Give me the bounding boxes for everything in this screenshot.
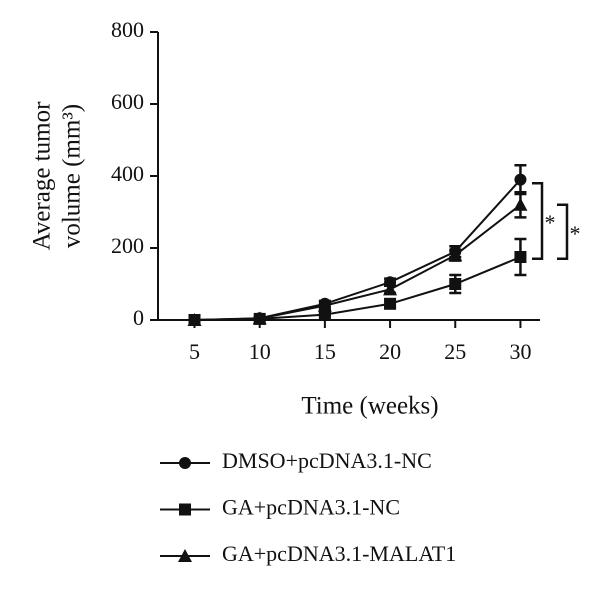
- marker: [448, 248, 463, 262]
- marker: [514, 251, 527, 263]
- marker: [449, 278, 462, 290]
- y-axis-label-line: Average tumor: [29, 101, 56, 250]
- marker: [383, 282, 398, 296]
- marker: [513, 197, 528, 211]
- significance-label: *: [545, 210, 556, 235]
- series-line: [194, 256, 521, 321]
- legend-marker: [179, 503, 191, 516]
- x-tick-label: 5: [189, 339, 200, 364]
- legend-label: DMSO+pcDNA3.1-NC: [222, 448, 432, 473]
- x-tick-label: 25: [444, 339, 466, 364]
- series-line: [194, 204, 522, 321]
- y-tick-label: 400: [111, 161, 144, 186]
- legend-marker: [179, 457, 191, 469]
- significance-bracket: [557, 203, 569, 261]
- significance-bracket: [532, 181, 544, 261]
- marker: [317, 298, 332, 312]
- x-tick-label: 20: [379, 339, 401, 364]
- y-tick-label: 600: [111, 89, 144, 114]
- significance-label: *: [570, 221, 581, 246]
- marker: [252, 311, 267, 325]
- marker: [514, 173, 527, 186]
- series-line: [194, 178, 522, 321]
- marker: [384, 297, 397, 310]
- x-tick-label: 10: [249, 339, 271, 364]
- y-tick-label: 800: [111, 17, 144, 42]
- x-tick-label: 30: [509, 339, 531, 364]
- y-tick-label: 0: [133, 305, 144, 330]
- legend-label: GA+pcDNA3.1-NC: [222, 495, 400, 520]
- y-axis-label: Average tumor volume (mm³): [29, 101, 86, 250]
- y-axis-label-line: volume (mm³): [59, 104, 86, 248]
- marker: [187, 313, 202, 326]
- legend-marker: [178, 549, 192, 562]
- x-axis-label: Time (weeks): [301, 393, 438, 420]
- x-tick-label: 15: [314, 339, 336, 364]
- y-tick-label: 200: [111, 233, 144, 258]
- legend-label: GA+pcDNA3.1-MALAT1: [222, 541, 456, 566]
